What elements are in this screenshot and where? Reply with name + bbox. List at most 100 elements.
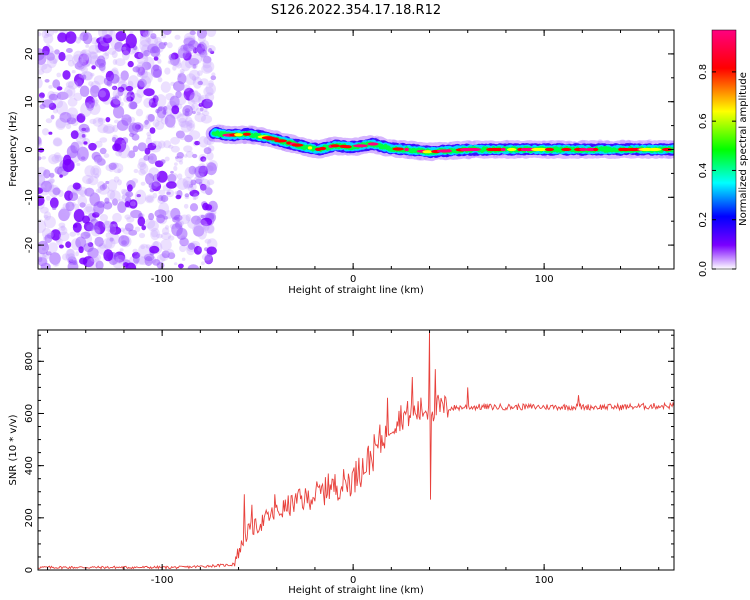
noise-blob	[97, 158, 106, 166]
noise-blob	[206, 225, 215, 234]
noise-blob	[91, 65, 96, 70]
noise-blob	[183, 87, 195, 101]
noise-blob	[69, 231, 76, 237]
noise-blob	[49, 178, 55, 184]
noise-blob	[105, 237, 116, 249]
noise-blob	[196, 111, 201, 116]
colorbar-tick-label: 0.6	[698, 113, 709, 129]
noise-blob	[188, 69, 200, 81]
noise-blob	[44, 79, 50, 83]
noise-blob	[94, 253, 101, 262]
noise-blob	[75, 251, 79, 257]
noise-blob	[67, 256, 77, 265]
noise-blob	[128, 101, 138, 110]
spectrogram-noise-region	[38, 30, 674, 269]
noise-blob	[45, 251, 52, 256]
noise-blob	[52, 108, 59, 114]
noise-blob	[72, 54, 84, 67]
noise-blob	[139, 39, 151, 53]
noise-blob	[81, 49, 87, 55]
noise-speck	[628, 141, 632, 144]
noise-blob	[144, 119, 149, 125]
noise-blob	[185, 116, 193, 127]
ridge-hotspot	[593, 147, 599, 152]
colorbar-tick-label: 0.0	[698, 261, 709, 277]
noise-blob	[118, 235, 130, 247]
noise-blob	[78, 36, 83, 41]
noise-blob	[78, 123, 90, 133]
noise-blob	[193, 90, 199, 95]
noise-blob	[65, 54, 74, 62]
noise-blob	[130, 209, 142, 219]
noise-blob	[66, 117, 77, 125]
noise-blob	[166, 249, 175, 257]
noise-blob	[42, 50, 49, 56]
noise-blob	[167, 60, 173, 64]
noise-blob	[140, 181, 146, 186]
noise-blob	[192, 196, 197, 201]
noise-blob	[84, 187, 95, 197]
noise-blob	[187, 219, 198, 229]
noise-blob	[41, 99, 54, 108]
noise-blob	[138, 157, 146, 168]
noise-blob	[200, 54, 209, 63]
noise-blob	[141, 225, 146, 231]
noise-blob	[203, 147, 212, 155]
noise-blob	[201, 110, 210, 116]
noise-blob	[102, 201, 113, 210]
noise-blob	[90, 85, 100, 98]
noise-blob	[54, 154, 64, 162]
noise-blob	[38, 147, 45, 153]
noise-blob	[109, 237, 114, 242]
noise-blob	[203, 86, 214, 97]
noise-blob	[173, 81, 185, 92]
y-tick-label: 0	[24, 567, 35, 573]
noise-blob	[197, 246, 202, 252]
noise-blob	[190, 53, 203, 65]
noise-speck	[495, 155, 498, 158]
noise-blob	[160, 239, 172, 251]
noise-blob	[168, 53, 176, 61]
noise-blob	[104, 220, 110, 226]
noise-blob	[154, 121, 165, 130]
noise-blob	[38, 137, 43, 147]
noise-blob	[202, 59, 212, 69]
noise-speck	[468, 140, 473, 145]
noise-blob	[206, 246, 217, 255]
noise-blob	[79, 202, 86, 208]
noise-blob	[178, 117, 187, 128]
noise-blob	[170, 124, 176, 129]
noise-blob	[200, 51, 209, 60]
noise-blob	[112, 198, 118, 206]
noise-blob	[117, 201, 127, 213]
noise-blob	[150, 227, 160, 241]
noise-blob	[103, 76, 112, 86]
noise-blob	[129, 132, 135, 137]
ridge-hotspot	[265, 137, 279, 141]
noise-blob	[142, 32, 148, 38]
noise-blob	[205, 204, 213, 211]
noise-blob	[102, 238, 113, 250]
noise-blob	[121, 46, 127, 51]
noise-blob	[82, 174, 94, 185]
ridge-hotspot	[291, 143, 304, 147]
noise-blob	[115, 30, 127, 42]
noise-blob	[206, 30, 217, 37]
noise-blob	[69, 191, 78, 202]
noise-blob	[147, 134, 152, 140]
ridge-hotspot	[507, 147, 517, 152]
noise-blob	[38, 136, 42, 145]
noise-blob	[169, 95, 180, 108]
noise-blob	[196, 226, 203, 235]
noise-blob	[42, 128, 49, 136]
noise-blob	[192, 110, 196, 115]
noise-blob	[185, 59, 194, 69]
x-tick-label: -100	[151, 575, 174, 586]
noise-blob	[77, 195, 88, 207]
colorbar-tick-label: 0.2	[698, 212, 709, 228]
noise-blob	[77, 132, 87, 139]
chart-title: S126.2022.354.17.18.R12	[271, 3, 441, 18]
noise-blob	[56, 100, 68, 116]
noise-blob	[89, 51, 98, 59]
noise-blob	[71, 70, 76, 74]
